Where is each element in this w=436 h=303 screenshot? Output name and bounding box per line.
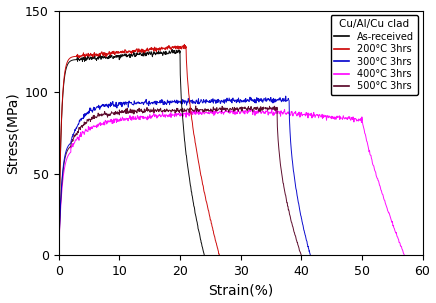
Y-axis label: Stress(MPa): Stress(MPa) — [6, 92, 20, 174]
X-axis label: Strain(%): Strain(%) — [208, 283, 273, 298]
Legend: As-received, 200°C 3hrs, 300°C 3hrs, 400°C 3hrs, 500°C 3hrs: As-received, 200°C 3hrs, 300°C 3hrs, 400… — [330, 15, 418, 95]
